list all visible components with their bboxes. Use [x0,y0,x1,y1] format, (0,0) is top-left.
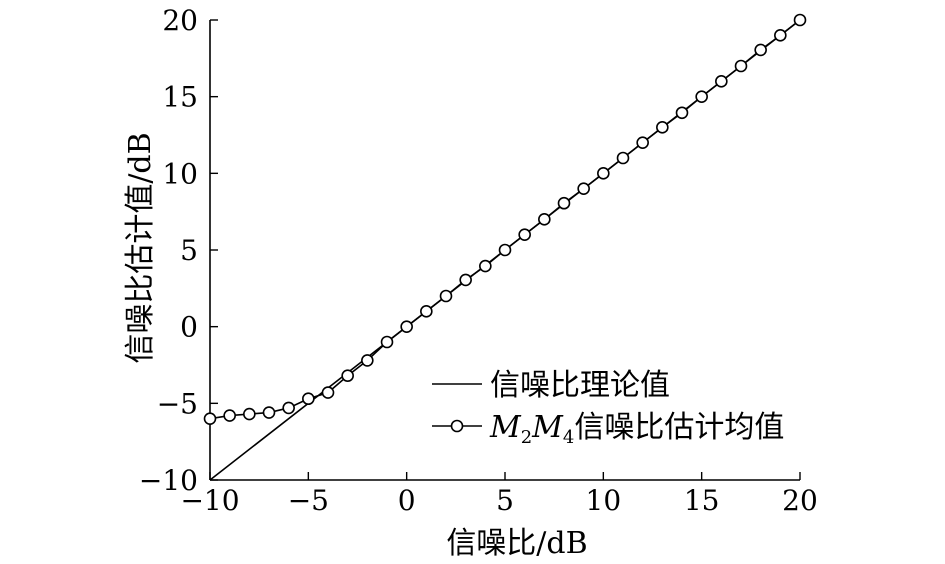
y-tick-label: 0 [180,311,198,344]
data-point-marker [715,75,728,88]
data-point-marker [557,196,571,210]
y-tick-label: 10 [162,157,198,190]
series-group [203,13,807,481]
data-point-marker [459,273,472,287]
legend-label-estimate: M2M4信噪比估计均值 [489,410,784,448]
legend-marker-estimate [450,419,464,433]
y-tick-label: −5 [157,387,198,420]
y-axis-label: 信噪比估计值/dB [123,132,158,363]
data-point-marker [439,289,453,303]
data-point-marker [734,59,748,73]
x-tick-label: 15 [684,484,720,517]
data-point-marker [302,392,315,406]
data-point-marker [282,401,295,415]
data-point-marker [498,243,512,257]
x-ticks: −10 −5 0 5 10 15 20 [180,472,818,517]
data-point-marker [479,259,492,273]
y-tick-label: 5 [180,234,198,267]
y-tick-label: −10 [139,464,198,497]
x-tick-label: 10 [586,484,622,517]
data-point-marker [262,406,276,419]
y-ticks: −10 −5 0 5 10 15 20 [139,4,218,497]
data-point-marker [597,167,610,180]
data-point-marker [656,121,669,134]
data-point-marker [636,136,649,149]
x-tick-label: 5 [496,484,514,517]
data-point-marker [616,151,630,165]
data-point-marker [754,43,767,57]
data-point-marker [793,13,807,27]
data-point-marker [538,213,551,226]
legend-label-theory: 信噪比理论值 [490,368,670,403]
y-tick-label: 20 [162,4,198,37]
data-point-marker [420,305,433,318]
data-point-marker [361,354,374,367]
series-line-estimate [209,19,801,420]
data-point-marker [321,386,335,399]
data-point-marker [695,90,708,103]
x-tick-label: −10 [180,484,239,517]
data-point-marker [243,407,256,421]
y-tick-label: 15 [162,81,198,114]
data-point-marker [774,29,787,42]
x-tick-label: 20 [782,484,818,517]
data-point-marker [577,182,590,195]
data-point-marker [380,335,394,349]
x-tick-label: 0 [398,484,416,517]
data-point-marker [223,409,236,422]
data-point-marker [675,106,689,120]
data-point-marker [341,369,354,383]
data-point-marker [518,228,531,241]
data-point-marker [400,320,413,333]
data-point-marker [203,412,217,425]
legend: 信噪比理论值 M2M4信噪比估计均值 [432,368,784,448]
x-axis-label: 信噪比/dB [446,526,587,561]
x-tick-label: −5 [288,484,329,517]
